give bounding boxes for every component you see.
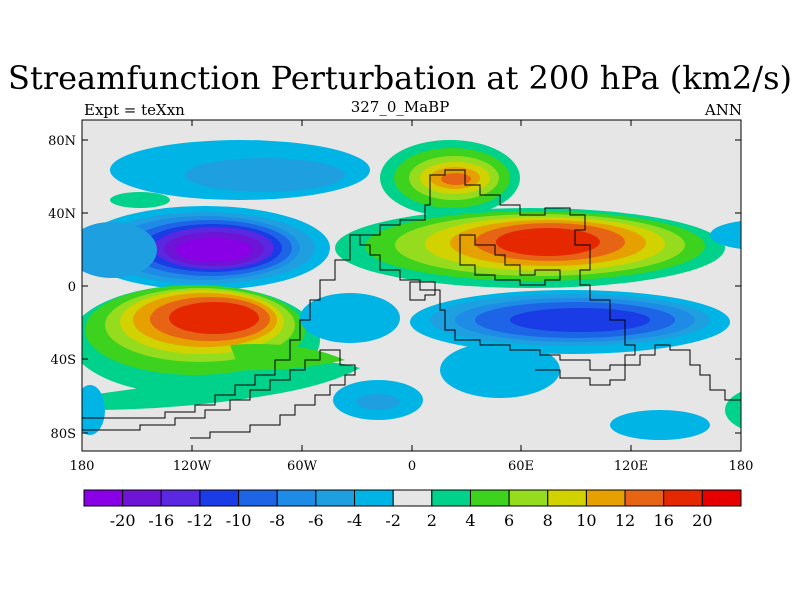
y-tick-label: 40S	[51, 353, 76, 368]
contour-blob	[496, 228, 600, 256]
colorbar-box	[238, 489, 278, 507]
colorbar-box	[663, 489, 703, 507]
colorbar-label: -8	[269, 511, 285, 530]
colorbar-label: -10	[226, 511, 252, 530]
colorbar-box	[624, 489, 665, 507]
colorbar-box	[585, 489, 626, 507]
contour-blob	[230, 344, 345, 371]
x-tick-label: 0	[408, 459, 416, 474]
y-tick-label: 80N	[48, 134, 76, 149]
colorbar-box	[431, 489, 471, 507]
colorbar-label: 10	[576, 511, 596, 530]
x-tick-label: 60W	[287, 459, 318, 474]
contour-blob	[110, 192, 170, 208]
colorbar-box	[547, 489, 587, 507]
colorbar-label: 6	[504, 511, 514, 530]
contour-blob	[169, 302, 259, 334]
experiment-label: Expt = teXxn	[84, 101, 185, 119]
colorbar-label: -20	[110, 511, 136, 530]
contour-blob	[710, 221, 741, 249]
colorbar-label: 20	[692, 511, 712, 530]
colorbar-box	[469, 489, 510, 507]
y-tick-label: 0	[68, 280, 76, 295]
colorbar-label: -6	[308, 511, 324, 530]
y-tick-label: 40N	[48, 207, 76, 222]
colorbar: -20 -16 -12 -10 -8 -6 -4 -2 2 4 6 8 10 12 16 20	[83, 489, 742, 530]
x-tick-label: 180	[70, 459, 95, 474]
colorbar-label: 8	[543, 511, 553, 530]
colorbar-box	[508, 489, 549, 507]
contour-blob	[185, 158, 345, 192]
colorbar-label: 16	[654, 511, 674, 530]
x-ticks	[81, 120, 742, 451]
contour-blob	[610, 410, 710, 440]
y-tick-label: 80S	[51, 427, 76, 442]
colorbar-label: 2	[427, 511, 437, 530]
contour-blob	[176, 238, 252, 262]
x-tick-label: 120E	[614, 459, 648, 474]
colorbar-label: -12	[187, 511, 213, 530]
colorbar-box	[122, 489, 162, 507]
colorbar-label: -4	[347, 511, 363, 530]
colorbar-box	[354, 489, 394, 507]
y-ticks	[82, 139, 741, 434]
contour-blob	[510, 308, 650, 332]
contour-blob	[441, 173, 471, 185]
contour-blob	[82, 222, 157, 278]
colorbar-label: 4	[465, 511, 475, 530]
colorbar-box	[276, 489, 317, 507]
continent-outlines	[82, 169, 741, 439]
x-tick-label: 120W	[173, 459, 212, 474]
colorbar-label: 12	[615, 511, 635, 530]
colorbar-box	[160, 489, 201, 507]
colorbar-label: -16	[148, 511, 174, 530]
contour-blob	[440, 342, 560, 398]
time-label: 327_0_MaBP	[350, 98, 450, 116]
colorbar-box	[701, 489, 742, 507]
contour-blob	[90, 361, 360, 410]
x-tick-label: 60E	[508, 459, 534, 474]
colorbar-box	[83, 489, 124, 507]
season-label: ANN	[704, 101, 742, 119]
colorbar-label: -2	[385, 511, 401, 530]
figure-title: Streamfunction Perturbation at 200 hPa (…	[8, 59, 792, 97]
colorbar-box	[199, 489, 240, 507]
contour-blob	[300, 293, 400, 343]
contour-blob	[82, 385, 105, 435]
colorbar-box	[315, 489, 356, 507]
x-tick-label: 180	[729, 459, 754, 474]
contour-field	[82, 140, 741, 440]
contour-blob	[725, 391, 741, 429]
colorbar-box	[392, 489, 433, 507]
contour-blob	[356, 394, 400, 410]
